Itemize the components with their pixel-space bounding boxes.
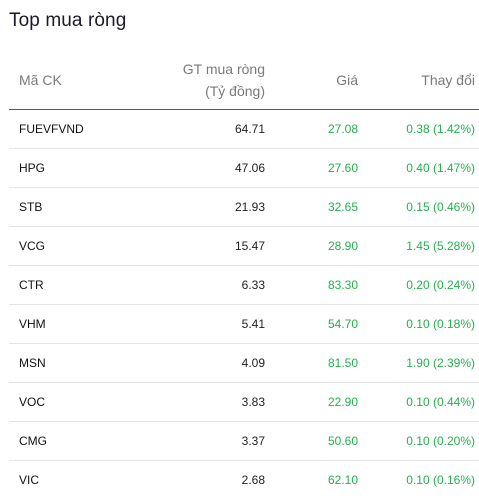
price: 81.50: [265, 343, 358, 383]
stock-symbol[interactable]: HPG: [9, 148, 119, 188]
price-change: 0.10 (0.18%): [358, 304, 479, 344]
net-buy-value: 3.37: [119, 421, 265, 461]
header-price[interactable]: Giá: [265, 50, 358, 110]
price-change: 0.10 (0.20%): [358, 421, 479, 461]
table-row[interactable]: MSN 4.09 81.50 1.90 (2.39%): [9, 343, 479, 383]
price: 62.10: [327, 473, 358, 487]
net-buy-value: 5.41: [119, 304, 265, 344]
net-buy-table: Mã CK GT mua ròng (Tỷ đồng) Giá Thay đổi…: [9, 50, 479, 499]
price-change: 0.15 (0.46%): [358, 187, 479, 227]
stock-symbol[interactable]: CMG: [9, 421, 119, 461]
price-change: 1.90 (2.39%): [358, 343, 479, 383]
net-buy-value: 6.33: [119, 265, 265, 305]
price: 27.08: [265, 109, 358, 149]
stock-symbol[interactable]: VCG: [9, 226, 119, 266]
table-body: FUEVFVND 64.71 27.08 0.38 (1.42%) HPG 47.06 27…: [9, 109, 479, 500]
stock-symbol[interactable]: VIC: [19, 473, 40, 487]
price-change: 0.10 (0.44%): [358, 382, 479, 422]
table-row[interactable]: FUEVFVND 64.71 27.08 0.38 (1.42%): [9, 109, 479, 149]
widget-title: Top mua ròng: [9, 10, 127, 31]
price-change: 0.38 (1.42%): [358, 109, 479, 149]
table-row[interactable]: VIC 2.68 62.10 0.10 (0.16%): [9, 461, 479, 500]
table-row[interactable]: VHM 5.41 54.70 0.10 (0.18%): [9, 304, 479, 344]
net-buy-value: 2.68: [241, 473, 265, 487]
table-row[interactable]: VOC 3.83 22.90 0.10 (0.44%): [9, 382, 479, 422]
net-buy-value: 21.93: [119, 187, 265, 227]
price: 22.90: [265, 382, 358, 422]
header-net-buy-value-unit: (Tỷ đồng): [205, 82, 265, 99]
table-row[interactable]: HPG 47.06 27.60 0.40 (1.47%): [9, 148, 479, 188]
header-change[interactable]: Thay đổi: [358, 50, 479, 110]
price-change: 0.40 (1.47%): [358, 148, 479, 188]
price: 50.60: [265, 421, 358, 461]
net-buy-value: 47.06: [119, 148, 265, 188]
net-buy-value: 15.47: [119, 226, 265, 266]
price-change: 0.20 (0.24%): [358, 265, 479, 305]
table-row[interactable]: STB 21.93 32.65 0.15 (0.46%): [9, 187, 479, 227]
table-row[interactable]: CTR 6.33 83.30 0.20 (0.24%): [9, 265, 479, 305]
price: 27.60: [265, 148, 358, 188]
net-buy-value: 3.83: [119, 382, 265, 422]
header-symbol[interactable]: Mã CK: [9, 50, 119, 110]
table-row[interactable]: VCG 15.47 28.90 1.45 (5.28%): [9, 226, 479, 266]
stock-symbol[interactable]: VOC: [9, 382, 119, 422]
stock-symbol[interactable]: CTR: [9, 265, 119, 305]
price-change: 1.45 (5.28%): [358, 226, 479, 266]
price: 32.65: [265, 187, 358, 227]
price: 83.30: [265, 265, 358, 305]
price: 54.70: [265, 304, 358, 344]
price-change: 0.10 (0.16%): [406, 473, 475, 487]
stock-symbol[interactable]: MSN: [9, 343, 119, 383]
header-net-buy-value-line1: GT mua ròng: [182, 60, 265, 77]
net-buy-value: 64.71: [119, 109, 265, 149]
stock-symbol[interactable]: STB: [9, 187, 119, 227]
net-buy-value: 4.09: [119, 343, 265, 383]
header-net-buy-value[interactable]: GT mua ròng (Tỷ đồng): [119, 50, 265, 110]
header-row: Mã CK GT mua ròng (Tỷ đồng) Giá Thay đổi: [9, 50, 479, 110]
stock-symbol[interactable]: VHM: [9, 304, 119, 344]
table-row[interactable]: CMG 3.37 50.60 0.10 (0.20%): [9, 421, 479, 461]
stock-symbol[interactable]: FUEVFVND: [9, 109, 119, 149]
price: 28.90: [265, 226, 358, 266]
table-header: Mã CK GT mua ròng (Tỷ đồng) Giá Thay đổi: [9, 50, 479, 110]
